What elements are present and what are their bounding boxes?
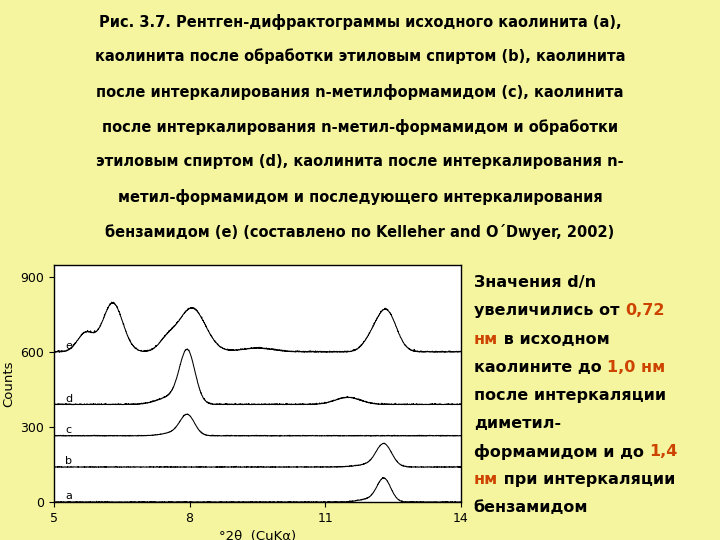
Text: бензамидом (e) (составлено по Kelleher and O´Dwyer, 2002): бензамидом (e) (составлено по Kelleher a… (105, 224, 615, 240)
Text: диметил-: диметил- (474, 416, 561, 431)
Text: 0,72: 0,72 (625, 303, 665, 319)
Text: нм: нм (474, 332, 498, 347)
Text: после интеркалирования n-метилформамидом (c), каолинита: после интеркалирования n-метилформамидом… (96, 84, 624, 100)
Text: b: b (66, 456, 72, 466)
Text: после интеркалирования n-метил-формамидом и обработки: после интеркалирования n-метил-формамидо… (102, 119, 618, 135)
Text: 1,4: 1,4 (649, 444, 678, 459)
Text: каолинита после обработки этиловым спиртом (b), каолинита: каолинита после обработки этиловым спирт… (95, 49, 625, 64)
Text: метил-формамидом и последующего интеркалирования: метил-формамидом и последующего интеркал… (117, 189, 603, 205)
Text: после интеркаляции: после интеркаляции (474, 388, 666, 403)
Text: c: c (66, 425, 71, 435)
Text: в исходном: в исходном (498, 332, 610, 347)
Text: нм: нм (474, 472, 498, 487)
X-axis label: °2θ  (CuKα): °2θ (CuKα) (219, 530, 296, 540)
Text: d: d (66, 394, 73, 404)
Text: увеличились от: увеличились от (474, 303, 625, 319)
Text: бензамидом: бензамидом (474, 500, 588, 515)
Text: Значения d/n: Значения d/n (474, 275, 596, 291)
Text: 1,0 нм: 1,0 нм (607, 360, 665, 375)
Text: каолините до: каолините до (474, 360, 607, 375)
Text: e: e (66, 341, 72, 351)
Text: при интеркаляции: при интеркаляции (498, 472, 675, 487)
Y-axis label: Counts: Counts (2, 360, 15, 407)
Text: формамидом и до: формамидом и до (474, 444, 649, 460)
Text: Рис. 3.7. Рентген-дифрактограммы исходного каолинита (a),: Рис. 3.7. Рентген-дифрактограммы исходно… (99, 14, 621, 30)
Text: a: a (66, 491, 72, 501)
Text: этиловым спиртом (d), каолинита после интеркалирования n-: этиловым спиртом (d), каолинита после ин… (96, 154, 624, 169)
